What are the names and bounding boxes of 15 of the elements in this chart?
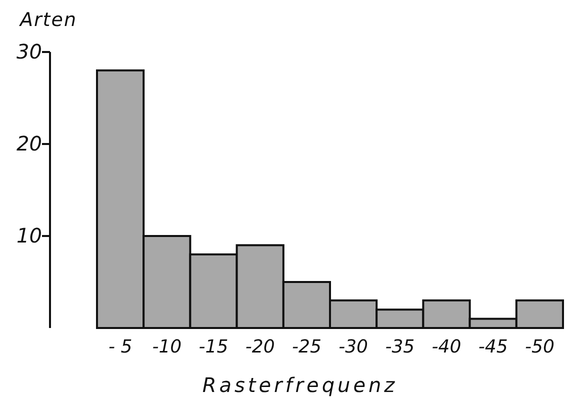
x-tick-label: -15: [198, 336, 228, 358]
x-tick-label: - 5: [108, 336, 132, 358]
y-tick-label: 30: [16, 39, 42, 64]
x-tick-label: -10: [152, 336, 182, 358]
x-tick-label: -45: [478, 336, 508, 358]
x-tick-label: -35: [385, 336, 415, 358]
y-axis-title: Arten: [18, 9, 77, 31]
y-tick-label: 10: [16, 223, 42, 248]
y-tick-label: 20: [16, 131, 42, 156]
x-tick-label: -40: [432, 336, 462, 358]
x-axis-title: Rasterfrequenz: [202, 373, 398, 397]
x-tick-label: -25: [292, 336, 322, 358]
x-tick-label: -50: [524, 336, 554, 358]
x-tick-label: -20: [245, 336, 275, 358]
x-tick-label: -30: [338, 336, 368, 358]
